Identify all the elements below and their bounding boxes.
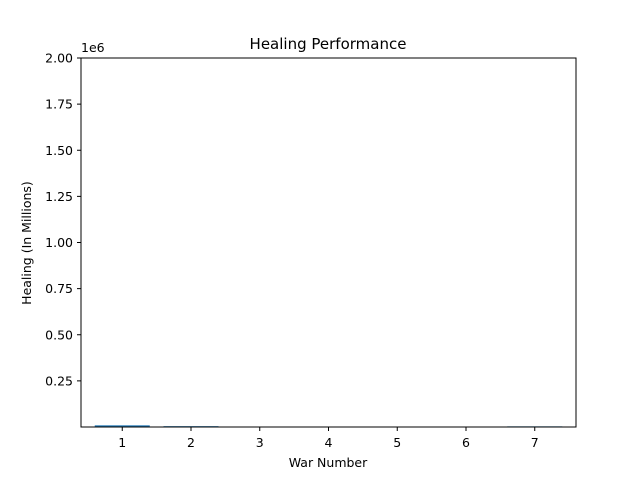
bar-1 — [94, 425, 150, 427]
y-tick-label: 0.75 — [45, 281, 73, 296]
x-tick-label: 3 — [256, 435, 264, 450]
x-tick-label: 6 — [462, 435, 470, 450]
y-tick-label: 2.00 — [45, 51, 73, 66]
x-axis-ticks: 1 2 3 4 5 6 7 — [118, 427, 539, 450]
y-tick-label: 1.50 — [45, 143, 73, 158]
y-axis-ticks: 0.25 0.50 0.75 1.00 1.25 1.50 1.75 2.00 — [45, 51, 81, 388]
x-tick-label: 1 — [118, 435, 126, 450]
y-axis-offset-label: 1e6 — [81, 40, 105, 55]
y-axis-label: Healing (In Millions) — [19, 181, 34, 305]
x-tick-label: 2 — [187, 435, 195, 450]
y-tick-label: 1.75 — [45, 97, 73, 112]
x-tick-label: 7 — [531, 435, 539, 450]
x-axis-label: War Number — [289, 455, 368, 470]
y-tick-label: 1.00 — [45, 235, 73, 250]
y-tick-label: 1.25 — [45, 189, 73, 204]
y-tick-label: 0.25 — [45, 373, 73, 388]
x-tick-label: 4 — [325, 435, 333, 450]
x-tick-label: 5 — [393, 435, 401, 450]
chart-title: Healing Performance — [250, 35, 407, 53]
plot-frame — [80, 57, 577, 428]
y-tick-label: 0.50 — [45, 327, 73, 342]
